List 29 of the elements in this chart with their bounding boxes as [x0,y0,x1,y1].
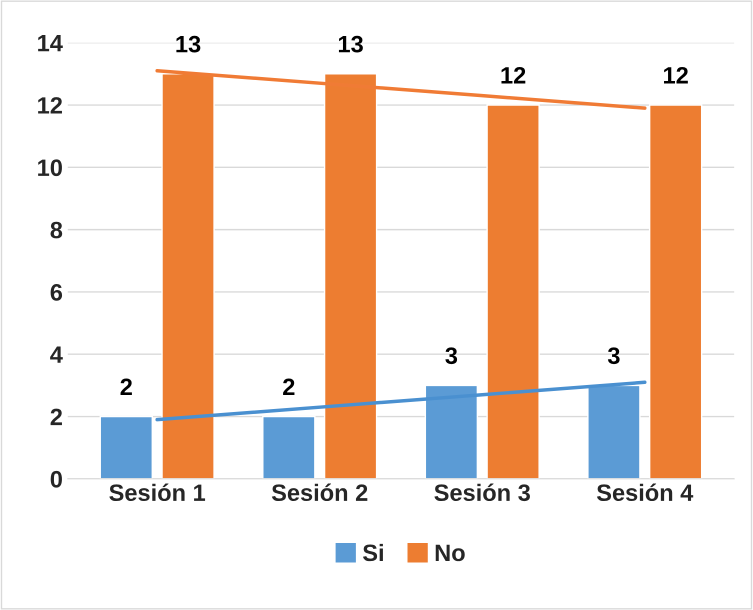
y-tick-label: 0 [50,470,62,488]
bar [587,384,641,479]
bar [424,384,478,479]
y-tick-label: 6 [50,284,62,301]
x-tick-label: Sesión 3 [434,484,530,502]
bar [486,104,540,479]
y-tick-label: 10 [38,159,62,176]
data-label: 12 [501,66,526,84]
y-tick-label: 4 [50,346,63,363]
data-label: 3 [445,347,458,364]
data-label: 13 [338,36,363,53]
y-tick-label: 8 [50,222,62,238]
data-label: 2 [120,378,132,395]
data-label: 13 [176,36,200,53]
legend-label: No [436,544,465,562]
data-label: 2 [283,378,294,395]
y-tick-label: 12 [38,97,62,114]
line-series [155,380,647,422]
x-tick-label: Sesión 1 [109,484,206,502]
x-tick-label: Sesión 4 [596,484,694,502]
y-tick-label: 14 [38,35,63,52]
data-label: 12 [664,66,688,84]
data-label: 3 [608,347,620,364]
legend-label: Si [362,544,383,562]
bar [100,416,153,479]
bar [648,104,702,479]
y-tick-label: 2 [50,408,62,426]
bar [262,416,316,479]
x-tick-label: Sesión 2 [272,484,368,502]
